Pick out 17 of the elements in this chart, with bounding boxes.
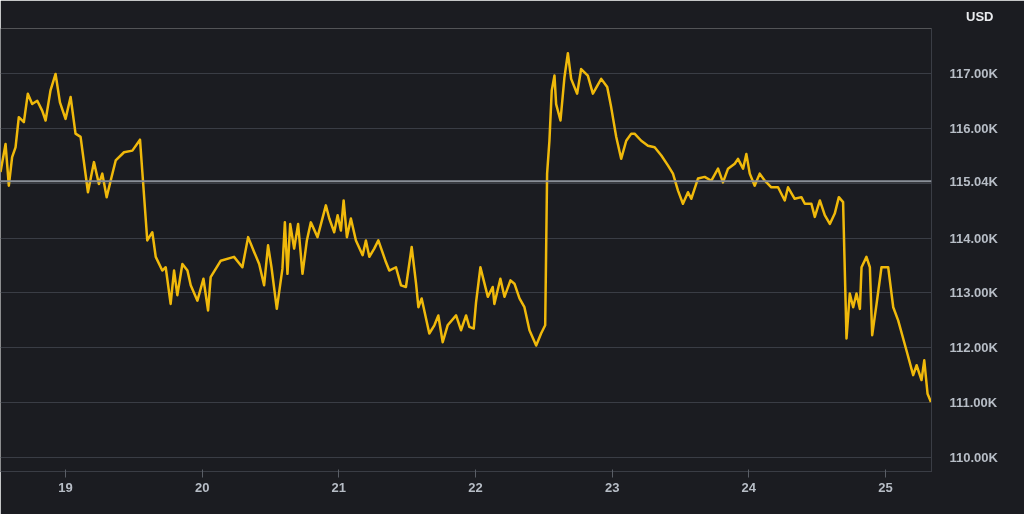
y-tick-label: 111.00K <box>949 395 998 410</box>
y-tick-label: 117.00K <box>949 66 999 82</box>
line-series <box>0 51 932 404</box>
x-tick-label: 21 <box>331 479 347 495</box>
x-tick-label: 23 <box>604 479 620 495</box>
y-tick-label: 114.00K <box>949 230 999 246</box>
y-tick-label: 113.00K <box>949 285 999 301</box>
x-tick-label: 25 <box>878 479 893 495</box>
x-tick-label: 22 <box>468 479 483 495</box>
x-tick-label: 24 <box>741 479 757 495</box>
y-tick-label: 110.00K <box>949 449 999 465</box>
y-tick-label: 112.00K <box>949 340 999 356</box>
ref-line-label: 115.04K <box>949 173 999 189</box>
y-axis-title: USD <box>966 8 994 24</box>
y-tick-label: 116.00K <box>949 121 999 137</box>
x-tick-label: 20 <box>194 479 210 495</box>
x-tick-label: 19 <box>58 479 73 495</box>
